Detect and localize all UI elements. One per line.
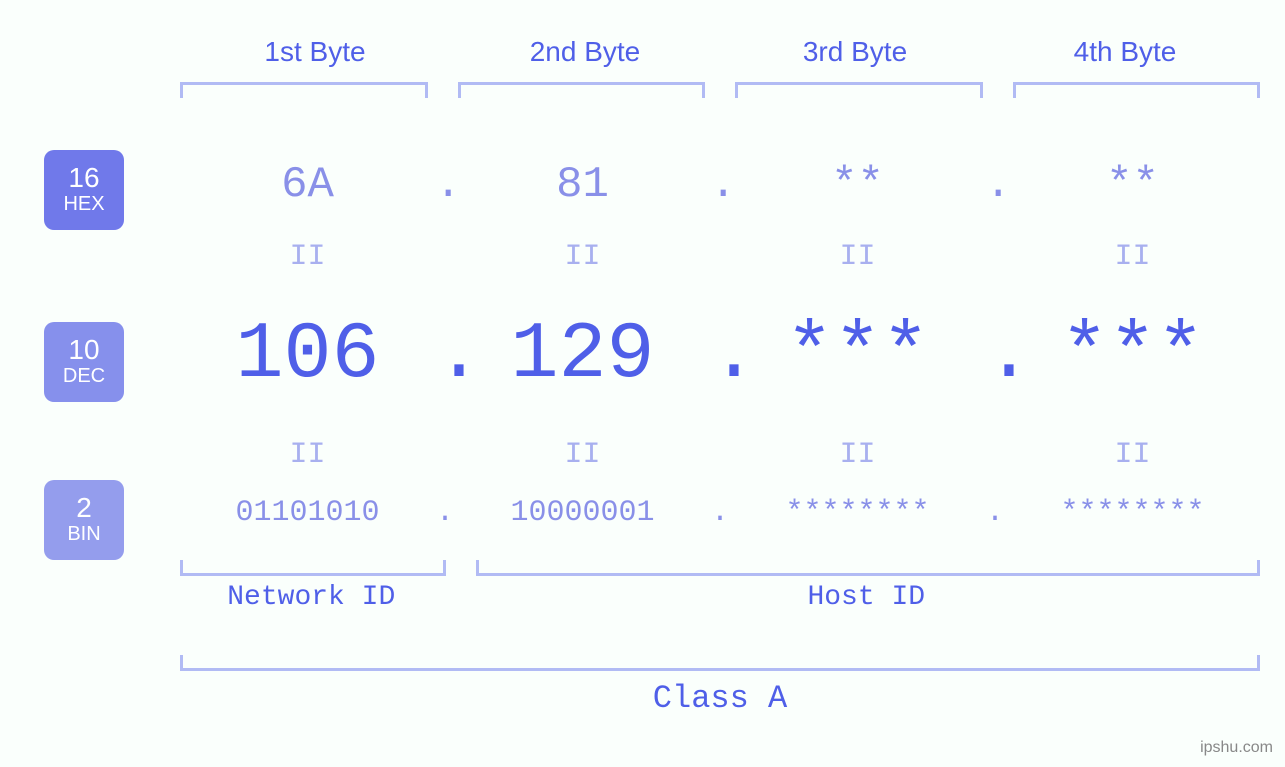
nethost-brackets [180, 560, 1260, 576]
bin-byte-4: ******** [1005, 496, 1260, 530]
dec-row: 106 . 129 . *** . *** [180, 310, 1260, 401]
hex-byte-3: ** [730, 160, 985, 210]
hex-dot-2: . [710, 160, 730, 210]
dec-badge-num: 10 [68, 336, 99, 364]
eq-1-3: II [730, 240, 985, 274]
hex-byte-2: 81 [455, 160, 710, 210]
host-id-label: Host ID [473, 582, 1261, 613]
dec-dot-1: . [435, 310, 455, 401]
hex-badge: 16 HEX [44, 150, 124, 230]
eq-2-4: II [1005, 438, 1260, 472]
nethost-labels: Network ID Host ID [180, 582, 1260, 613]
dec-byte-4: *** [1005, 310, 1260, 401]
dec-byte-2: 129 [455, 310, 710, 401]
eq-2-1: II [180, 438, 435, 472]
bin-byte-1: 01101010 [180, 496, 435, 530]
eq-1-2: II [455, 240, 710, 274]
network-bracket [180, 560, 446, 576]
dec-badge: 10 DEC [44, 322, 124, 402]
ip-diagram: 1st Byte 2nd Byte 3rd Byte 4th Byte 16 H… [0, 0, 1285, 767]
network-id-label: Network ID [180, 582, 443, 613]
bin-dot-2: . [710, 496, 730, 530]
bin-dot-1: . [435, 496, 455, 530]
hex-byte-4: ** [1005, 160, 1260, 210]
bracket-top-2 [458, 82, 706, 98]
eq-1-1: II [180, 240, 435, 274]
dec-dot-2: . [710, 310, 730, 401]
dec-byte-1: 106 [180, 310, 435, 401]
eq-1-4: II [1005, 240, 1260, 274]
bin-byte-3: ******** [730, 496, 985, 530]
bracket-top-3 [735, 82, 983, 98]
bin-badge-num: 2 [76, 494, 92, 522]
class-bracket [180, 655, 1260, 671]
hex-byte-1: 6A [180, 160, 435, 210]
watermark: ipshu.com [1200, 739, 1273, 757]
eq-2-2: II [455, 438, 710, 472]
dec-dot-3: . [985, 310, 1005, 401]
byte-header-2: 2nd Byte [450, 36, 720, 68]
bin-byte-2: 10000001 [455, 496, 710, 530]
byte-header-4: 4th Byte [990, 36, 1260, 68]
byte-header-row: 1st Byte 2nd Byte 3rd Byte 4th Byte [180, 36, 1260, 68]
bracket-top-4 [1013, 82, 1261, 98]
equals-row-2: II II II II [180, 438, 1260, 472]
byte-header-1: 1st Byte [180, 36, 450, 68]
byte-header-3: 3rd Byte [720, 36, 990, 68]
hex-row: 6A . 81 . ** . ** [180, 160, 1260, 210]
bin-dot-3: . [985, 496, 1005, 530]
host-bracket [476, 560, 1261, 576]
equals-row-1: II II II II [180, 240, 1260, 274]
dec-badge-label: DEC [63, 364, 105, 388]
dec-byte-3: *** [730, 310, 985, 401]
hex-badge-num: 16 [68, 164, 99, 192]
hex-dot-1: . [435, 160, 455, 210]
eq-2-3: II [730, 438, 985, 472]
bin-badge-label: BIN [67, 522, 100, 546]
bin-badge: 2 BIN [44, 480, 124, 560]
hex-badge-label: HEX [63, 192, 104, 216]
class-label: Class A [180, 680, 1260, 717]
top-brackets [180, 82, 1260, 98]
hex-dot-3: . [985, 160, 1005, 210]
bracket-top-1 [180, 82, 428, 98]
bin-row: 01101010 . 10000001 . ******** . *******… [180, 496, 1260, 530]
